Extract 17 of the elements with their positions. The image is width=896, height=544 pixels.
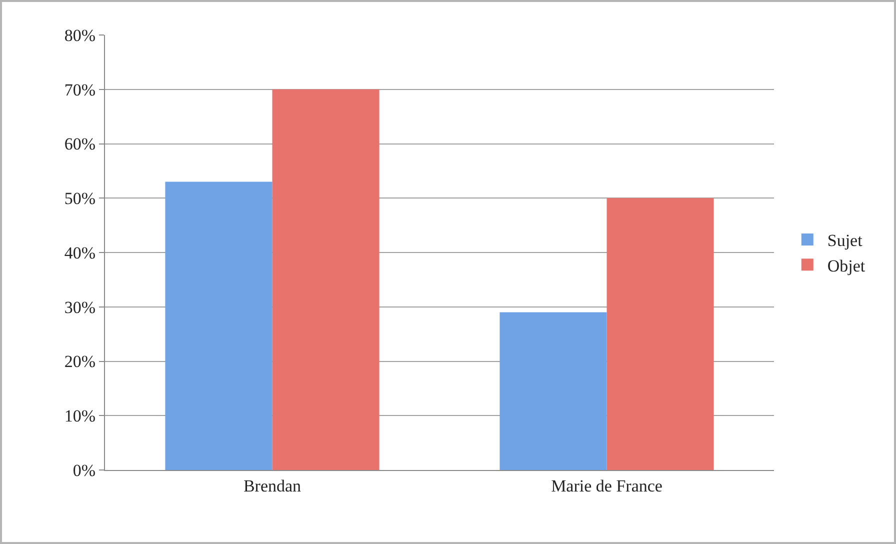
y-tick-label: 40% bbox=[64, 243, 96, 262]
y-tick-label: 80% bbox=[64, 26, 96, 45]
y-tick-label: 20% bbox=[64, 352, 96, 372]
bar bbox=[606, 198, 714, 470]
bar bbox=[500, 312, 607, 470]
legend-label: Sujet bbox=[827, 231, 863, 250]
y-tick-label: 0% bbox=[72, 460, 96, 480]
bar bbox=[272, 89, 380, 470]
y-tick-label: 60% bbox=[64, 134, 96, 154]
legend-label: Objet bbox=[827, 256, 866, 276]
x-tick-label: Marie de France bbox=[551, 476, 662, 496]
y-tick-label: 70% bbox=[64, 80, 96, 100]
y-tick-label: 30% bbox=[64, 298, 96, 317]
y-tick-label: 10% bbox=[64, 406, 96, 426]
bar bbox=[165, 182, 272, 470]
x-tick-label: Brendan bbox=[243, 476, 302, 496]
y-tick-label: 50% bbox=[64, 189, 96, 208]
